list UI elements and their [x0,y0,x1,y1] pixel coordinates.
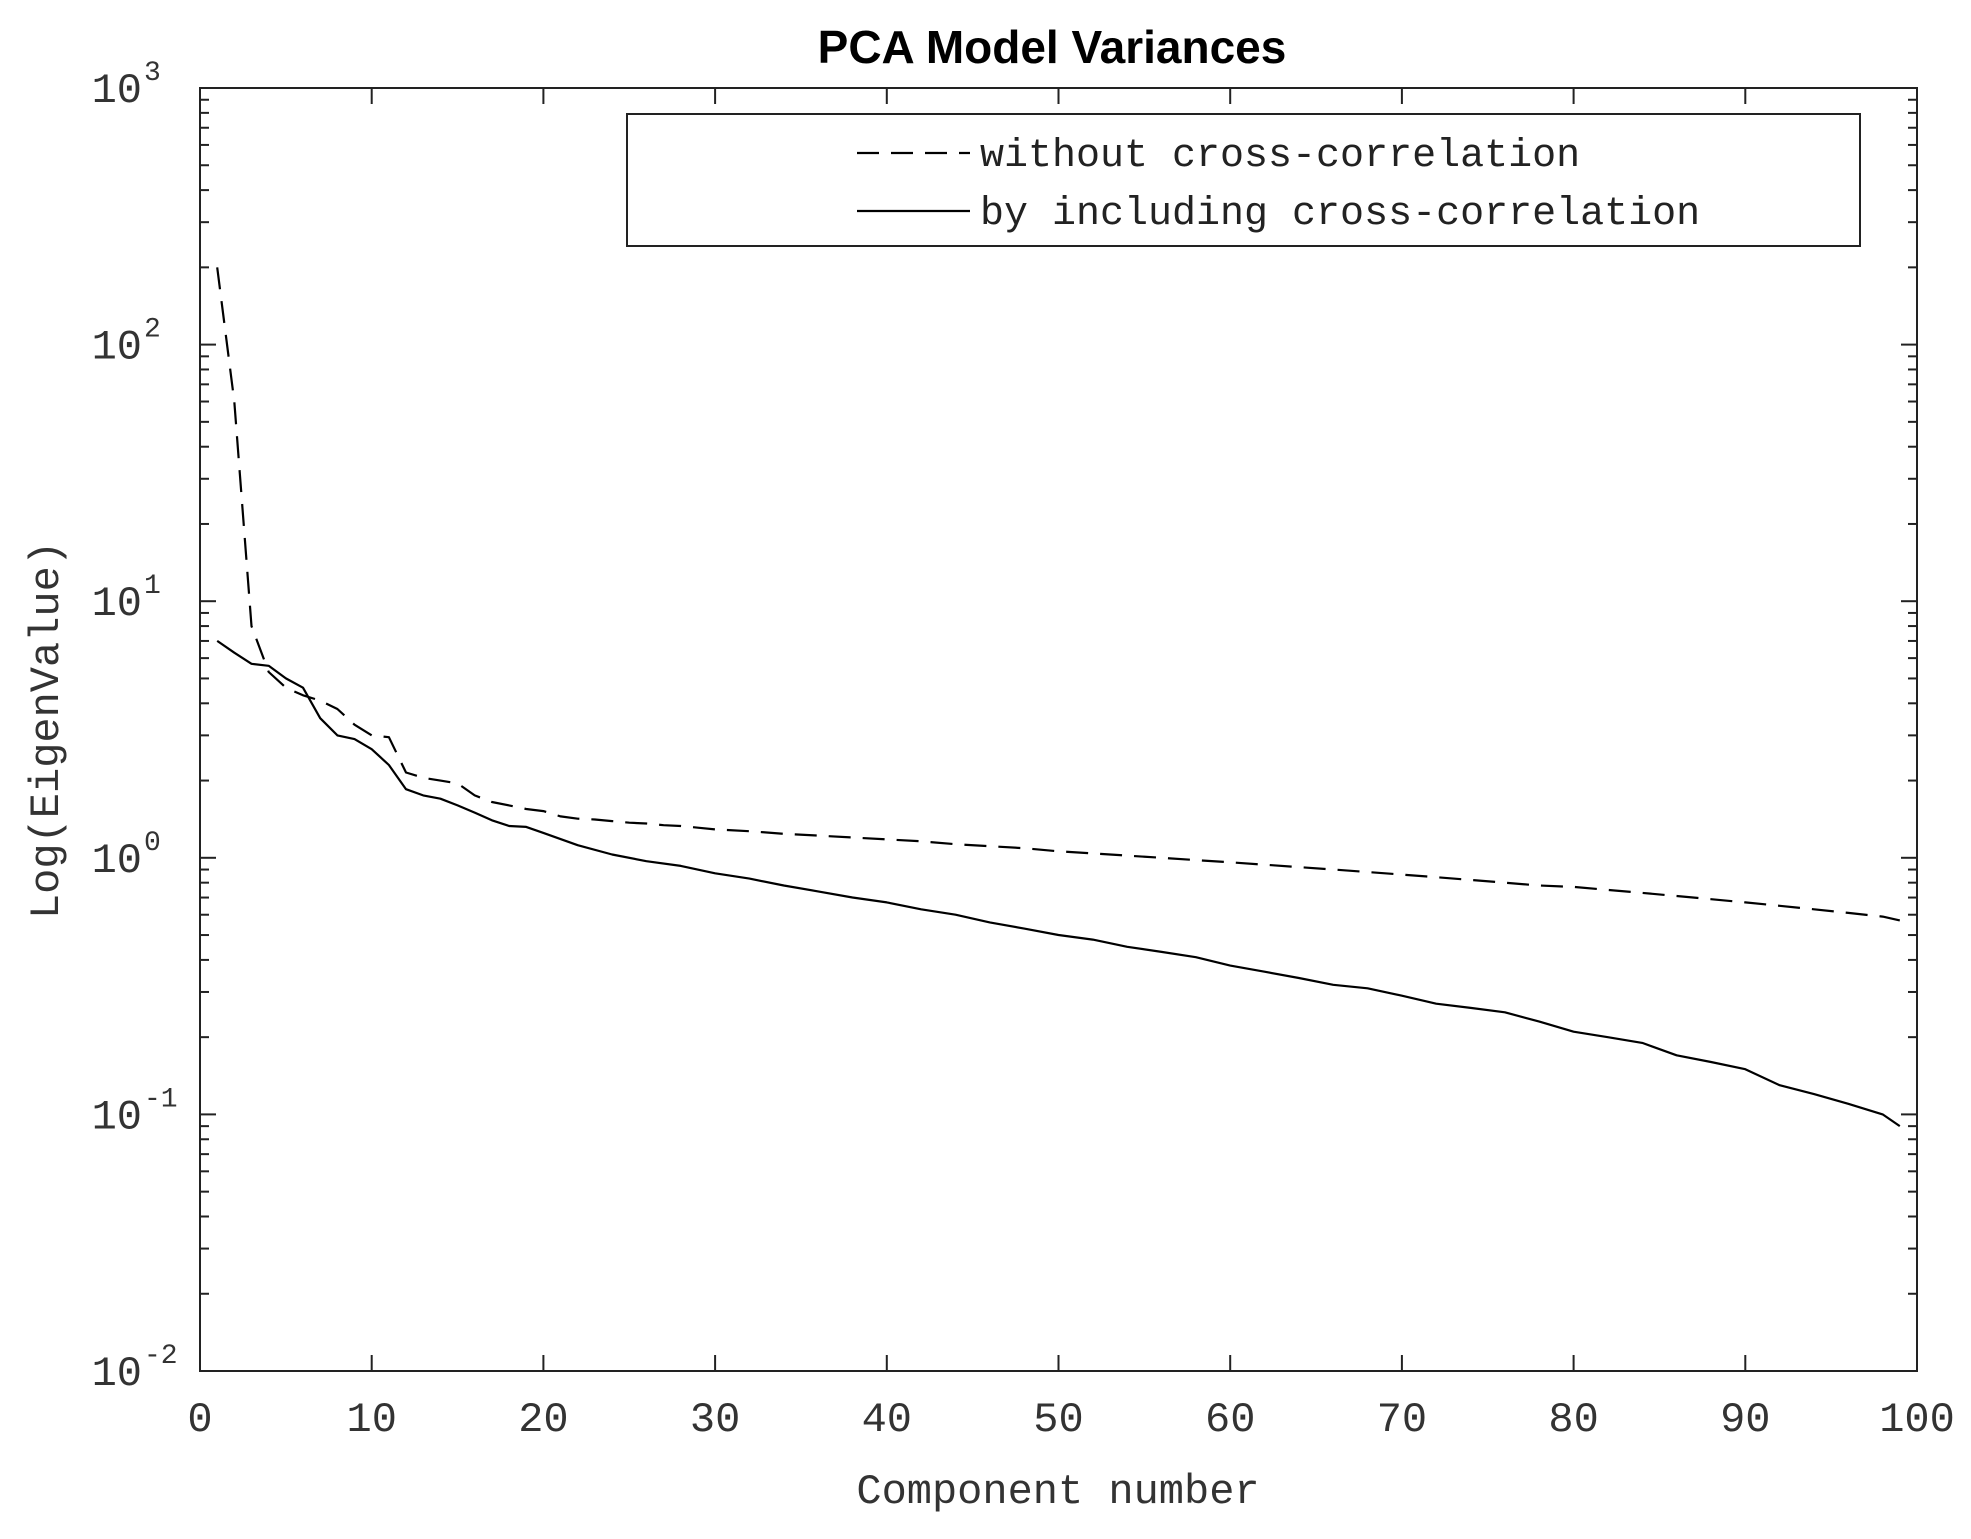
series-line-without-cross-correlation [216,267,1901,922]
ticks-layer [199,87,1918,1372]
legend: without cross-correlation by including c… [626,113,1861,247]
x-tick-label: 40 [862,1396,912,1444]
y-tick-exponent: 3 [144,58,161,89]
x-tick-label: 30 [690,1396,740,1444]
y-tick-label: 10 [92,324,142,372]
x-tick-label: 20 [518,1396,568,1444]
x-tick-label: 100 [1879,1396,1955,1444]
x-tick-label: 70 [1377,1396,1427,1444]
series-layer [216,267,1901,1128]
legend-entry-by-including-cross-correlation: by including cross-correlation [980,192,1700,237]
series-line-by-including-cross-correlation [216,639,1901,1128]
x-axis-label: Component number [856,1468,1259,1516]
x-tick-label: 90 [1720,1396,1770,1444]
y-axis-label: Log(EigenValue) [23,541,71,919]
y-tick-exponent: -2 [144,1341,178,1372]
x-tick-label: 0 [187,1396,212,1444]
x-tick-label: 60 [1205,1396,1255,1444]
legend-box [626,113,1861,247]
y-tick-label: 10 [92,580,142,628]
y-tick-exponent: 1 [144,571,161,602]
y-tick-label: 10 [92,837,142,885]
y-tick-exponent: 0 [144,828,161,859]
x-tick-label: 50 [1033,1396,1083,1444]
plot-area-frame [199,87,1918,1372]
x-tick-label: 80 [1548,1396,1598,1444]
y-tick-exponent: -1 [144,1084,178,1115]
y-tick-exponent: 2 [144,315,161,346]
y-tick-label: 10 [92,1350,142,1398]
y-tick-label: 10 [92,67,142,115]
x-tick-labels: 0 10 20 30 40 50 60 70 80 90 100 [187,1396,1954,1444]
x-tick-label: 10 [346,1396,396,1444]
chart-title: PCA Model Variances [818,21,1287,73]
y-tick-label: 10 [92,1093,142,1141]
legend-entry-without-cross-correlation: without cross-correlation [980,134,1580,179]
